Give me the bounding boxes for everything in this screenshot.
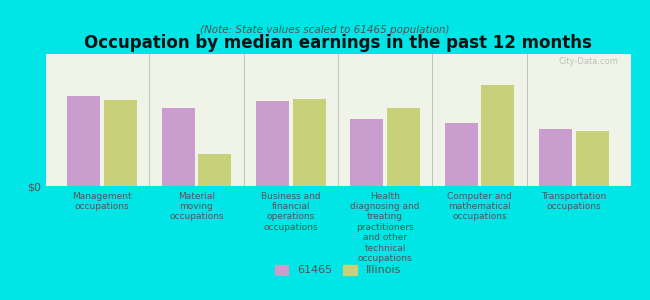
Bar (445, 123, 478, 186)
Bar (539, 129, 572, 186)
Bar (256, 101, 289, 186)
Text: (Note: State values scaled to 61465 population): (Note: State values scaled to 61465 popu… (200, 25, 450, 35)
Bar (292, 99, 326, 186)
Text: City-Data.com: City-Data.com (559, 57, 619, 66)
Bar (387, 108, 420, 186)
Legend: 61465, Illinois: 61465, Illinois (275, 265, 401, 275)
Bar (482, 85, 514, 186)
Bar (350, 119, 384, 186)
Bar (104, 100, 137, 186)
Title: Occupation by median earnings in the past 12 months: Occupation by median earnings in the pas… (84, 34, 592, 52)
Bar (198, 154, 231, 186)
Bar (576, 131, 609, 186)
Bar (67, 97, 100, 186)
Bar (162, 108, 194, 186)
